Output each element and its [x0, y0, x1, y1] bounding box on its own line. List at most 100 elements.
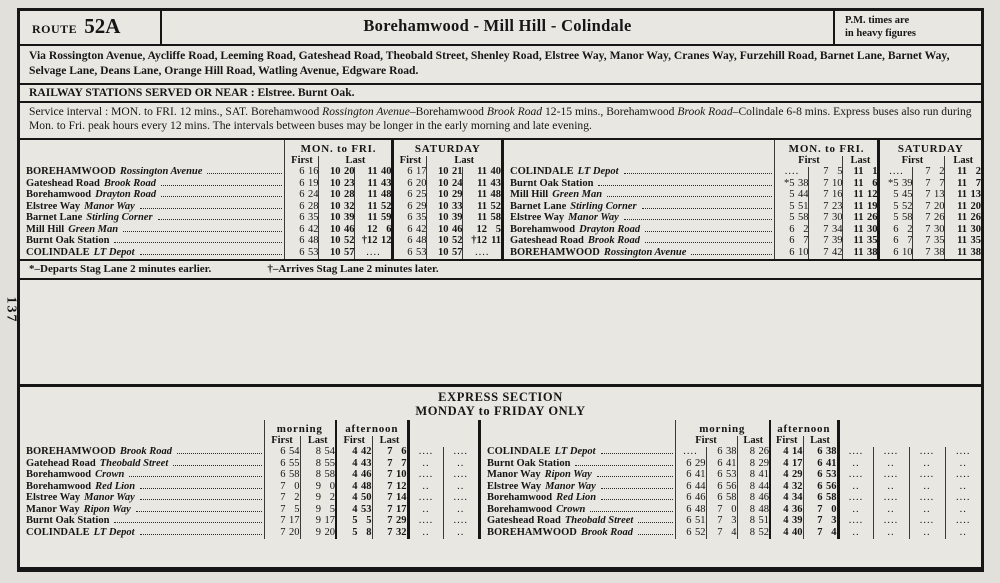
time-cell: 6 53	[284, 247, 319, 259]
time-minutes: 58	[797, 212, 809, 224]
time-hour: 11	[853, 177, 864, 189]
dotted-leader	[623, 219, 773, 221]
time-cell: 12 5	[462, 224, 501, 236]
time-minutes: 1	[872, 166, 878, 178]
time-minutes: 4	[731, 526, 737, 538]
time-minutes: 4	[831, 526, 837, 538]
time-cell: 5 44	[774, 190, 809, 202]
timetable: MON. to FRI. SATURDAY First Last First Last CO…	[504, 139, 982, 259]
time-minutes: 41	[758, 469, 770, 481]
time-minutes: 42	[415, 223, 427, 235]
time-cell: 10 28	[318, 189, 355, 202]
time-hour: 9	[315, 515, 321, 527]
station-name: COLINDALE	[26, 247, 90, 258]
time-hour: 6	[280, 457, 286, 469]
time-minutes: 14	[396, 492, 407, 504]
dotted-leader	[140, 487, 262, 489]
station-label: Borehamwood Red Lion	[481, 493, 675, 505]
station-label: Gatehead Road Theobald Street	[20, 458, 264, 470]
time-cell: ....	[836, 516, 873, 528]
time-cell: ....	[908, 493, 945, 505]
column-group-label: afternoon	[769, 419, 838, 436]
time-cell: 7 35	[912, 236, 945, 248]
time-hour: 5	[893, 212, 899, 224]
time-minutes: 26	[758, 446, 770, 458]
station-row: BOREHAMWOOD Brook Road 6 52 7 4 8 52 4 40 7 4......…	[481, 527, 981, 539]
time-cell: *5 38	[774, 177, 809, 190]
station-name-detail: LT Depot	[554, 447, 596, 458]
time-minutes: 14	[792, 446, 803, 458]
time-cell: 4 17	[769, 458, 803, 470]
station-name: Elstree Way	[487, 481, 542, 492]
station-name: Borehamwood	[26, 470, 92, 481]
column-subheader-label: Last	[318, 155, 393, 167]
dotted-leader	[114, 242, 283, 244]
dotted-leader	[596, 476, 673, 478]
station-row: Gateshead Road Brook Road 6 7 7 39 11 35 6 7 7 35 11…	[504, 236, 981, 248]
time-minutes: 46	[758, 492, 770, 504]
time-hour: 7	[717, 526, 723, 538]
time-cell: 10 57	[426, 247, 463, 259]
time-hour: 11	[957, 166, 967, 178]
time-minutes: 2	[975, 166, 981, 178]
time-hour: 11	[477, 166, 487, 178]
time-minutes: 39	[831, 235, 843, 247]
time-hour: 11	[477, 212, 487, 224]
time-minutes: 25	[415, 189, 427, 201]
time-minutes: 5	[366, 515, 372, 527]
column-subheader-label: Last	[371, 435, 408, 447]
time-minutes: 56	[726, 480, 737, 492]
station-name-detail: Manor Way	[568, 213, 619, 224]
time-hour: 7	[387, 446, 393, 458]
station-label: Burnt Oak Station	[481, 458, 675, 470]
time-minutes: 28	[343, 189, 355, 201]
time-minutes: 46	[695, 492, 706, 504]
station-label: Borehamwood Drayton Road	[20, 190, 285, 202]
time-minutes: 30	[970, 223, 982, 235]
dotted-leader	[139, 499, 262, 501]
pm-note: P.M. times are in heavy figures	[833, 11, 981, 44]
time-minutes: 40	[380, 166, 392, 178]
time-minutes: 52	[758, 526, 770, 538]
time-hour: *5	[887, 177, 899, 189]
time-cell: 7 26	[912, 213, 945, 225]
time-cell: 4 32	[769, 481, 803, 493]
time-hour: 5	[893, 189, 899, 201]
time-cell: 11 43	[462, 178, 501, 190]
time-hour: *5	[783, 177, 795, 189]
time-minutes: 29	[792, 469, 803, 481]
time-cell: 6 17	[391, 167, 427, 179]
dotted-leader	[645, 230, 773, 232]
station-label: Burnt Oak Station	[20, 516, 264, 528]
station-label: Gateshead Road Brook Road	[504, 236, 775, 248]
time-minutes: 46	[451, 223, 463, 235]
station-name-detail: Crown	[556, 504, 586, 515]
time-minutes: 5	[837, 166, 843, 178]
time-cell: 11 59	[354, 213, 393, 225]
station-label: Manor Way Ripon Way	[481, 470, 675, 482]
dotted-leader	[177, 453, 262, 455]
time-hour: 11	[957, 189, 967, 201]
time-minutes: 52	[380, 200, 392, 212]
time-minutes: 42	[831, 246, 843, 258]
time-cell: ....	[872, 470, 909, 482]
time-minutes: 26	[970, 212, 982, 224]
time-cell: 6 42	[284, 224, 319, 236]
timetable: MON. to FRI. SATURDAY First Last First Last BO…	[20, 139, 501, 259]
time-cell: ....	[442, 516, 478, 528]
station-row: COLINDALE LT Depot.... 6 38 8 26 4 14 6 38.......…	[481, 447, 981, 459]
time-hour: 6	[407, 223, 413, 235]
time-cell: 8 26	[736, 446, 770, 459]
time-cell: 7 14	[371, 492, 408, 505]
column-subheader-label	[406, 435, 478, 447]
time-hour: 11	[957, 223, 967, 235]
time-hour: 7	[925, 246, 931, 258]
time-minutes: 7	[803, 235, 809, 247]
time-cell: 6 10	[877, 247, 913, 259]
time-cell: ..	[872, 481, 909, 493]
column-header-spacer	[20, 420, 264, 447]
time-minutes: 24	[307, 189, 319, 201]
column-group-header-row: morning afternoon	[20, 419, 478, 436]
